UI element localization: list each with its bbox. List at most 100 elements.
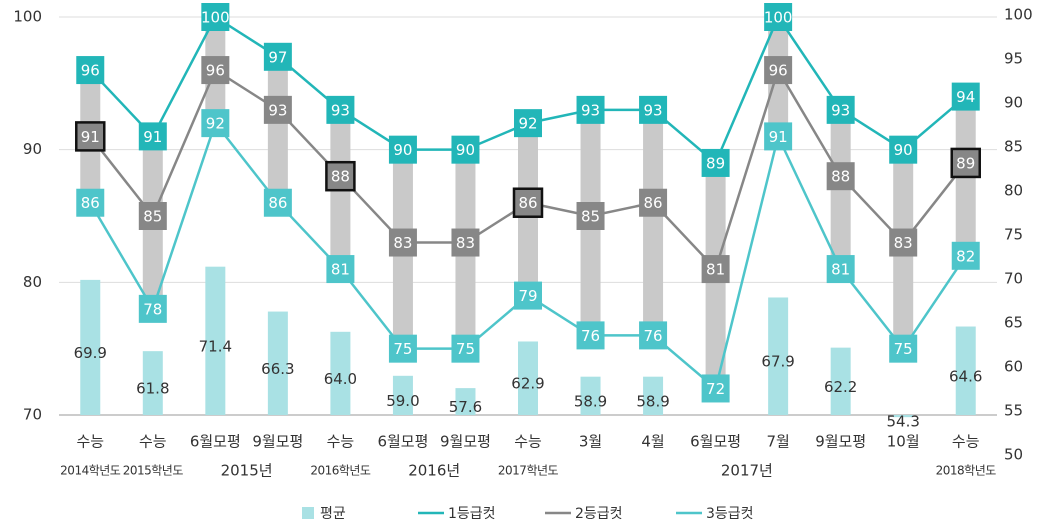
marker-label: 75 — [894, 340, 913, 358]
marker-label: 75 — [456, 340, 475, 358]
marker — [451, 228, 480, 257]
x-tick-label: 6월모평 — [690, 433, 741, 451]
y2-tick-label: 95 — [1004, 50, 1023, 68]
marker — [889, 228, 918, 257]
bar-value-label: 69.9 — [74, 344, 107, 362]
marker — [512, 187, 544, 218]
marker — [576, 95, 605, 124]
x-tick-label: 7월 — [766, 433, 789, 451]
legend-swatch — [302, 507, 314, 519]
marker — [326, 95, 355, 124]
y2-tick-label: 55 — [1004, 402, 1023, 420]
marker-label: 91 — [143, 128, 162, 146]
x-tick-label: 9월모평 — [440, 433, 491, 451]
marker — [138, 294, 167, 323]
bar — [392, 375, 413, 415]
bar-value-label: 64.6 — [949, 367, 982, 385]
y2-tick-label: 85 — [1004, 138, 1023, 156]
marker-label: 83 — [894, 234, 913, 252]
marker — [951, 241, 980, 270]
marker — [263, 95, 292, 124]
x-tick-label: 6월모평 — [377, 433, 428, 451]
marker-label: 76 — [581, 327, 600, 345]
marker-label: 96 — [81, 62, 100, 80]
y2-tick-label: 100 — [1004, 6, 1033, 24]
group-label: 2017년 — [721, 462, 773, 480]
marker — [76, 56, 105, 85]
marker — [826, 162, 855, 191]
marker-label: 81 — [831, 261, 850, 279]
bar — [643, 376, 664, 415]
marker-label: 91 — [81, 128, 100, 146]
x-tick-label: 4월 — [641, 433, 664, 451]
marker — [451, 135, 480, 164]
group-label: 2016학년도 — [310, 464, 371, 478]
bar-value-label: 59.0 — [386, 392, 419, 410]
group-label: 2014학년도 — [60, 464, 121, 478]
marker-label: 86 — [81, 194, 100, 212]
marker — [889, 135, 918, 164]
marker — [764, 122, 793, 151]
y-tick-label: 100 — [13, 8, 42, 26]
bar — [455, 388, 476, 415]
marker-label: 97 — [268, 48, 287, 66]
x-tick-label: 수능 — [76, 433, 104, 451]
marker-label: 96 — [769, 62, 788, 80]
marker-label: 93 — [581, 101, 600, 119]
y-tick-label: 90 — [23, 140, 42, 158]
bar-value-label: 62.2 — [824, 378, 857, 396]
marker-label: 86 — [518, 194, 537, 212]
bar — [768, 297, 789, 415]
marker — [514, 109, 542, 138]
y2-tick-label: 50 — [1004, 446, 1023, 464]
bar-value-label: 62.9 — [511, 375, 544, 393]
marker-label: 92 — [206, 115, 225, 133]
y-tick-label: 70 — [23, 406, 42, 424]
marker — [263, 42, 292, 71]
marker-label: 96 — [206, 62, 225, 80]
y2-tick-label: 65 — [1004, 314, 1023, 332]
marker — [826, 255, 855, 284]
marker-label: 88 — [831, 168, 850, 186]
marker — [388, 228, 417, 257]
y2-tick-label: 90 — [1004, 94, 1023, 112]
marker — [325, 160, 356, 192]
bar-value-label: 71.4 — [199, 337, 232, 355]
marker-label: 75 — [393, 340, 412, 358]
marker — [201, 3, 230, 31]
group-label: 2017학년도 — [498, 464, 559, 478]
marker-label: 92 — [518, 115, 537, 133]
marker-label: 90 — [393, 141, 412, 159]
y-tick-label: 80 — [23, 273, 42, 291]
marker — [388, 334, 417, 363]
marker-label: 79 — [518, 287, 537, 305]
marker — [951, 82, 980, 111]
bar-value-label: 58.9 — [636, 392, 669, 410]
marker — [889, 334, 918, 363]
marker-label: 76 — [644, 327, 663, 345]
marker — [639, 188, 668, 217]
bar — [580, 376, 601, 415]
group-label: 2016년 — [408, 462, 460, 480]
bar — [518, 341, 538, 415]
x-tick-label: 3월 — [579, 433, 602, 451]
marker — [576, 202, 605, 230]
marker-label: 93 — [331, 101, 350, 119]
bar — [893, 415, 914, 418]
marker — [576, 321, 605, 350]
marker-label: 93 — [644, 101, 663, 119]
marker — [388, 135, 417, 164]
marker-label: 94 — [956, 88, 975, 106]
x-tick-label: 10월 — [887, 433, 920, 451]
marker — [263, 188, 292, 217]
legend-label: 2등급컷 — [575, 506, 623, 522]
marker-label: 85 — [581, 208, 600, 226]
legend-label: 3등급컷 — [706, 506, 754, 522]
marker-label: 88 — [331, 168, 350, 186]
marker — [701, 374, 730, 403]
marker-label: 83 — [456, 234, 475, 252]
marker-label: 89 — [706, 154, 725, 172]
marker-label: 100 — [764, 9, 793, 27]
range-band — [643, 109, 664, 336]
